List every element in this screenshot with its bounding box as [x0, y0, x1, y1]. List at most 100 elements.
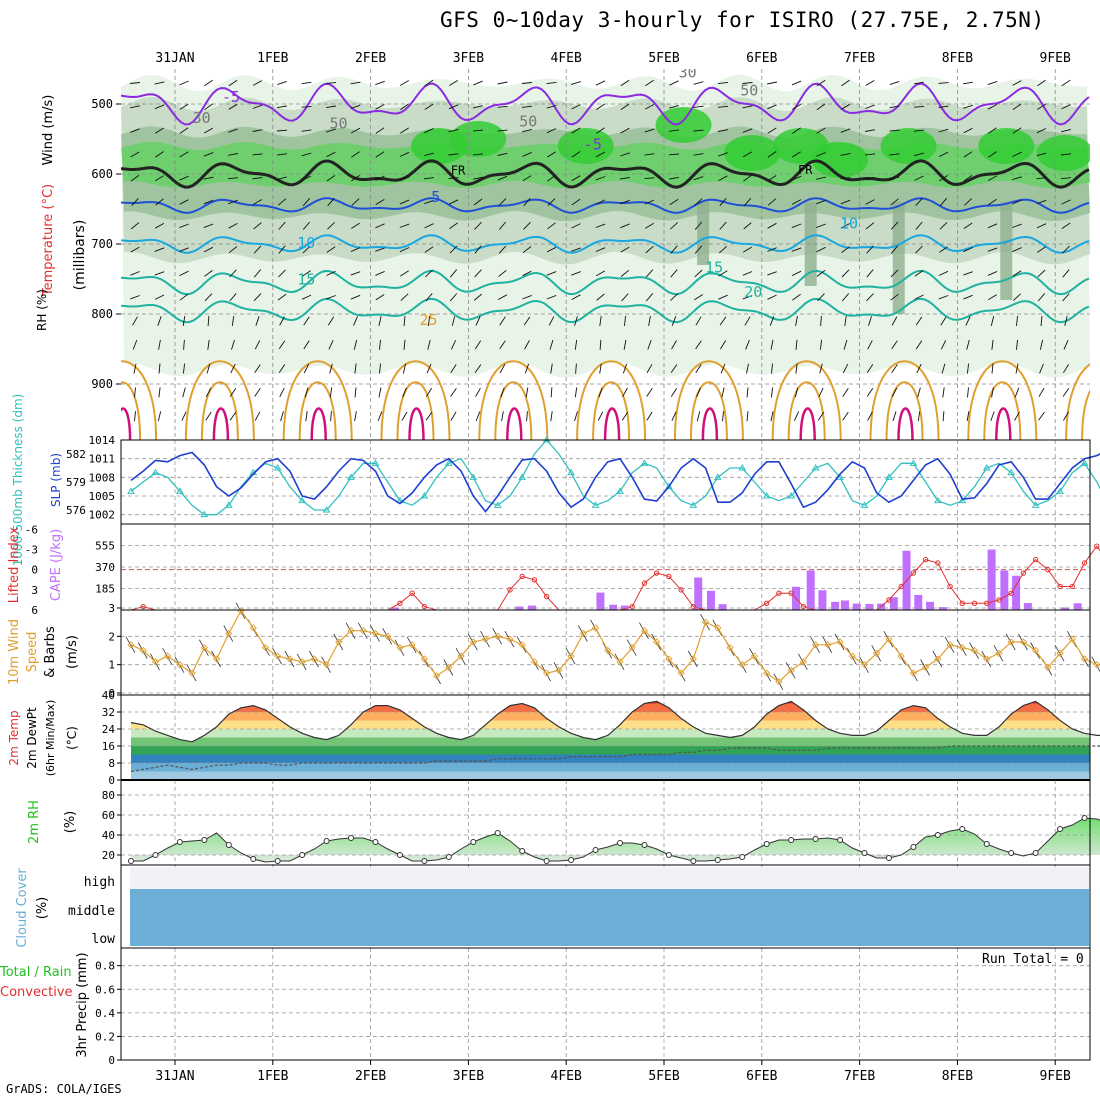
ylabel-wind: Wind (m/s): [41, 95, 56, 166]
wind-barb: [354, 387, 357, 398]
wind-barb: [889, 176, 900, 180]
li-marker: [959, 600, 965, 606]
wind-barb: [866, 388, 874, 397]
wind-barb: [746, 411, 749, 422]
contour-35-lobe: [1094, 409, 1100, 441]
rh-marker: [1057, 826, 1064, 832]
wind-barb: [571, 104, 581, 110]
wind10-marker: [188, 669, 196, 677]
wind-barb: [866, 364, 874, 374]
wind-barb: [350, 104, 361, 109]
wind-barb: [155, 198, 164, 206]
wind-barb: [207, 315, 210, 327]
temp2m-ytick-label: 8: [108, 757, 115, 770]
wind10-marker: [298, 658, 306, 666]
wind-barb: [941, 363, 946, 374]
wind-barb: [620, 246, 630, 253]
thickness-marker: [665, 482, 673, 490]
contour-15: [121, 269, 1090, 296]
wind-barb: [134, 387, 136, 398]
wind-barb: [719, 316, 727, 326]
rh-marker: [788, 837, 795, 843]
wind-barb: [595, 176, 606, 181]
wind-barb: [130, 174, 140, 182]
li-marker: [935, 560, 941, 566]
li-marker: [788, 590, 794, 596]
wind10-marker: [249, 624, 257, 632]
wind-barb: [574, 339, 578, 350]
cape-bar: [840, 600, 849, 610]
wind10-marker: [1007, 638, 1015, 646]
wind-barb: [939, 221, 948, 230]
wind-barb: [791, 103, 802, 110]
wind-barb: [350, 81, 361, 85]
wind-barb: [228, 223, 238, 229]
contour-35-lobe: [506, 407, 523, 440]
wind-barb: [599, 315, 602, 327]
cape-bar: [889, 597, 898, 610]
contour-label: FR: [798, 163, 813, 177]
wind-barb: [843, 339, 848, 350]
wind-barb: [401, 411, 408, 421]
wind-barb: [1039, 363, 1044, 374]
wind-barb: [550, 363, 553, 374]
contour-25-lobe: [380, 360, 451, 440]
cape-bar: [706, 590, 715, 610]
wind-barb: [179, 293, 189, 301]
wind-barb: [252, 80, 263, 86]
wind-barb: [718, 294, 728, 300]
wind10-marker: [701, 618, 710, 626]
wind-barb: [182, 387, 186, 398]
wind-barb: [620, 223, 630, 229]
wind-barb: [599, 339, 602, 350]
wind-barb: [204, 79, 213, 87]
wind10-marker: [506, 635, 514, 643]
wind-barb: [991, 363, 994, 374]
wind10-marker: [787, 666, 795, 674]
precip-panel: [120, 947, 1091, 1061]
wind-barb: [792, 293, 801, 301]
rh-marker: [837, 837, 844, 843]
wind-barb: [205, 387, 212, 398]
wind-barb: [644, 128, 655, 133]
wind-barb: [450, 340, 457, 350]
wind-barb: [350, 247, 361, 253]
wind-barb: [693, 176, 704, 181]
wind-barb: [1061, 222, 1071, 229]
rh-marker: [274, 858, 281, 864]
wind-barb: [1036, 128, 1047, 134]
wind-barb: [326, 295, 336, 300]
thickness-ytick-label: 579: [66, 476, 86, 489]
wind10-ytick-label: 1: [108, 659, 115, 672]
date-label-bottom: 2FEB: [355, 1069, 386, 1084]
slp-line: [130, 451, 1100, 513]
wind-barb: [720, 340, 726, 350]
wind-barb: [595, 80, 606, 86]
wind-barb: [1060, 177, 1072, 180]
wind-barb: [550, 387, 553, 398]
wind-barb: [277, 80, 287, 86]
wind-barb: [399, 223, 410, 228]
wind-barb: [228, 103, 238, 110]
slp-panel: [120, 439, 1091, 525]
wind-barb: [1036, 177, 1047, 180]
upper-ytick-label: 700: [91, 237, 113, 251]
wind-barb: [745, 340, 750, 350]
slp-ytick-label: 1011: [89, 453, 116, 466]
wind10-marker: [738, 661, 746, 669]
wind-barb: [229, 269, 237, 278]
wind-barb: [549, 339, 554, 350]
wind-barb: [867, 340, 873, 350]
wind-barb: [865, 104, 875, 109]
wind10-marker: [726, 644, 734, 652]
wind-barb: [1036, 199, 1047, 205]
rh-marker: [959, 826, 966, 832]
wind-barb: [595, 223, 606, 228]
wind-barb: [350, 294, 361, 300]
wind-barb: [278, 221, 286, 230]
wind-barb: [891, 364, 898, 373]
wind-barb: [991, 339, 994, 350]
thickness-ytick-label: 576: [66, 504, 86, 517]
contour-30-lobe: [885, 381, 924, 440]
